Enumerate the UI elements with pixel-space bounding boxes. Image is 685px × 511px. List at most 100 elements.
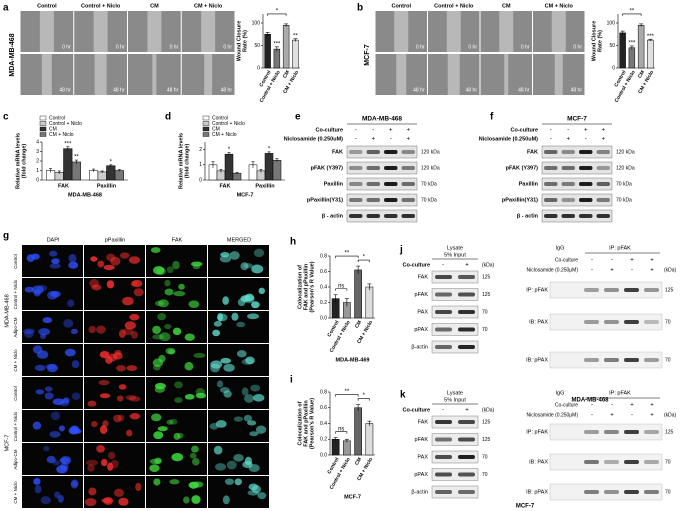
- condition-sign: +: [610, 413, 614, 419]
- time-label: 48 hr: [167, 87, 179, 93]
- cell: [42, 317, 53, 324]
- band-label: IB: pPAX: [526, 357, 548, 363]
- cell: [236, 350, 247, 358]
- blot-band: [366, 166, 380, 170]
- blot-band: [604, 490, 619, 494]
- lysate-label: Lysate: [447, 245, 463, 251]
- blot-band: [579, 182, 593, 186]
- band-size: 125: [665, 287, 674, 293]
- x-axis-label: MDA-MB-468: [68, 192, 102, 198]
- condition-sign: -: [585, 137, 587, 143]
- cell: [118, 497, 129, 506]
- condition-label: Co-culture: [555, 402, 578, 408]
- y-tick-label: 0.8: [320, 253, 327, 259]
- cell: [116, 395, 124, 402]
- blot-strip: [431, 270, 479, 284]
- cell: [173, 432, 181, 440]
- bracket: [335, 255, 359, 259]
- cell: [70, 425, 80, 434]
- column-header: DAPI: [47, 237, 60, 243]
- cell: [183, 496, 190, 504]
- y-axis-label: (Pearson's R Value): [309, 398, 315, 449]
- bar: [637, 25, 645, 69]
- cell: [191, 495, 201, 504]
- cell: [64, 348, 76, 357]
- bar: [264, 34, 271, 69]
- y-tick-label: 0: [36, 177, 39, 183]
- blot-strip: [549, 423, 663, 441]
- condition-sign: -: [442, 408, 444, 414]
- bar-label: ***: [628, 41, 636, 47]
- blot-band: [644, 358, 659, 362]
- condition-sign: +: [610, 268, 614, 274]
- blot-band: [561, 198, 575, 202]
- bar: [71, 161, 81, 181]
- blot-strip: [431, 450, 479, 464]
- y-axis-label: FAK and pPaxillin: [303, 400, 309, 447]
- cell: [86, 459, 98, 466]
- cell: [166, 266, 174, 274]
- cell: [119, 329, 126, 339]
- bracket-label: **: [345, 389, 350, 395]
- time-label: 48 hr: [518, 87, 530, 93]
- wound-gap: [204, 54, 213, 95]
- condition-sign: +: [630, 403, 634, 409]
- condition-sign: +: [389, 128, 393, 134]
- cell: [44, 392, 54, 400]
- blot-band: [561, 214, 575, 218]
- cell: [46, 455, 56, 464]
- cell: [151, 413, 162, 422]
- condition-sign: -: [591, 413, 593, 419]
- condition-label: Niclosamide (0.250μM): [526, 412, 578, 418]
- cell: [108, 451, 116, 460]
- cell: [213, 320, 222, 327]
- cell: [97, 260, 105, 268]
- condition-label: Niclosamide (0.250μM): [526, 267, 578, 273]
- panel-label: c: [3, 112, 9, 123]
- cell-line-caption: MCF-7: [516, 504, 535, 510]
- cell: [88, 487, 97, 496]
- time-label: 48 hr: [571, 87, 583, 93]
- blot-band: [435, 437, 452, 442]
- blot-band: [579, 166, 593, 170]
- wound-gap: [499, 11, 514, 52]
- bar-label: *: [268, 146, 271, 152]
- cell: [236, 321, 246, 328]
- cell: [247, 420, 257, 426]
- band-size: 70: [482, 454, 488, 460]
- cell: [149, 464, 160, 472]
- blot-band: [644, 460, 659, 464]
- condition-sign: +: [650, 413, 654, 419]
- y-axis-label: Relative mRNA levels: [15, 133, 21, 189]
- condition-sign: -: [567, 128, 569, 134]
- time-label: 0 hr: [573, 44, 582, 50]
- bar: [63, 148, 73, 181]
- cell: [84, 498, 97, 507]
- cell: [229, 251, 240, 260]
- cell: [38, 328, 51, 336]
- wound-gap: [147, 11, 162, 52]
- cell: [255, 425, 267, 434]
- condition-label: Co-culture: [316, 127, 344, 133]
- y-axis-label: (Pearson's R Value): [309, 261, 315, 312]
- cell: [35, 389, 45, 395]
- condition-sign: +: [601, 137, 605, 143]
- row-label: Adipo-CM: [13, 317, 18, 337]
- bar: [331, 439, 340, 456]
- condition-label: Niclosamide (0.250uM): [479, 136, 538, 142]
- cell: [70, 328, 78, 335]
- cell: [245, 356, 255, 365]
- column-header: MERGED: [227, 237, 251, 243]
- cell: [157, 426, 168, 432]
- cell: [174, 381, 183, 389]
- cell: [63, 397, 70, 404]
- condition-sign: -: [591, 268, 593, 274]
- band-label: pPaxillin(Y31): [502, 197, 538, 203]
- y-tick-label: 1: [36, 168, 39, 174]
- bar: [647, 39, 654, 69]
- blot-strip: [541, 145, 613, 159]
- blot-strip: [549, 453, 663, 471]
- condition-label: Co-culture: [403, 407, 431, 413]
- panel-label: e: [295, 112, 301, 123]
- band-label: pPaxillin(Y31): [307, 197, 343, 203]
